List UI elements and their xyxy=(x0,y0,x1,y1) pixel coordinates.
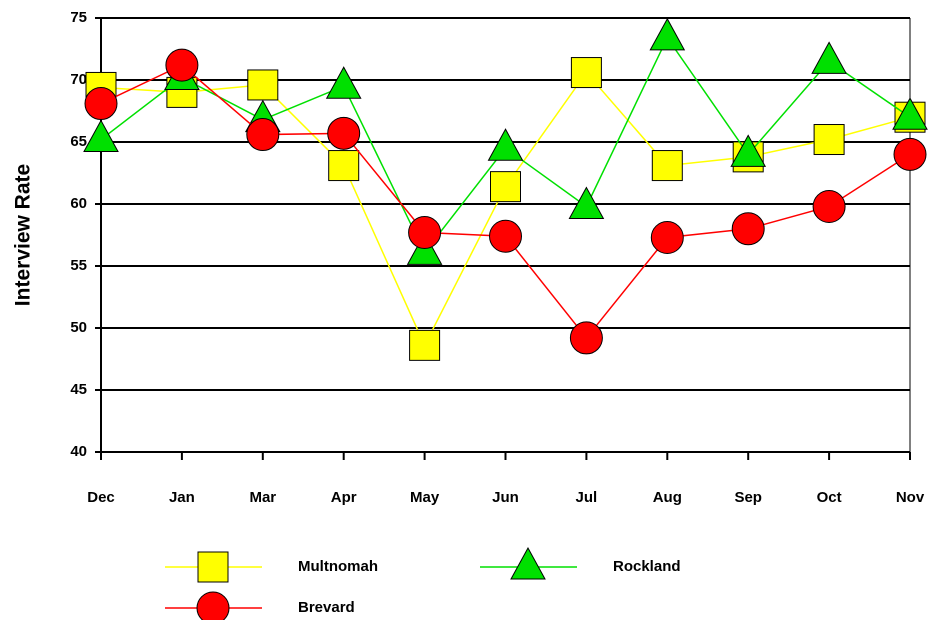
x-tick-label: Jan xyxy=(169,489,195,506)
y-tick-label: 70 xyxy=(70,71,87,88)
x-tick-label: Jul xyxy=(576,489,598,506)
legend-marker xyxy=(196,591,230,620)
x-tick-label: Sep xyxy=(734,489,762,506)
data-point xyxy=(650,220,684,254)
legend-marker xyxy=(197,551,229,583)
data-point xyxy=(813,124,845,156)
y-tick-label: 65 xyxy=(70,133,87,150)
data-point xyxy=(892,97,928,130)
data-point xyxy=(568,186,605,219)
data-point xyxy=(569,321,603,355)
x-tick-label: Oct xyxy=(817,489,842,506)
data-point xyxy=(730,134,767,167)
data-point xyxy=(165,48,199,82)
y-tick-label: 60 xyxy=(70,195,87,212)
x-tick-label: Jun xyxy=(492,489,519,506)
data-point xyxy=(570,57,602,89)
data-point xyxy=(409,329,441,361)
x-tick-label: Dec xyxy=(87,489,115,506)
x-tick-label: Nov xyxy=(896,489,925,506)
data-point xyxy=(408,216,442,250)
data-point xyxy=(325,66,362,99)
y-tick-label: 55 xyxy=(70,257,87,274)
series-line xyxy=(100,71,911,348)
data-point xyxy=(83,119,119,153)
data-point xyxy=(327,116,361,150)
y-tick-label: 40 xyxy=(70,443,87,460)
y-tick-label: 75 xyxy=(70,9,87,26)
legend-label: Multnomah xyxy=(298,558,378,575)
data-point xyxy=(490,171,521,203)
x-tick-label: Aug xyxy=(653,489,682,506)
x-tick-label: Apr xyxy=(331,489,357,506)
y-tick-label: 50 xyxy=(70,319,87,336)
x-tick-label: Mar xyxy=(249,489,276,506)
y-axis-label: Interview Rate xyxy=(12,164,35,306)
data-point xyxy=(812,189,846,223)
y-tick-label: 45 xyxy=(70,381,87,398)
data-point xyxy=(811,41,847,74)
data-point xyxy=(246,118,280,152)
data-point xyxy=(247,69,279,101)
legend-label: Brevard xyxy=(298,599,355,616)
data-point xyxy=(731,212,765,246)
legend-label: Rockland xyxy=(613,558,681,575)
data-point xyxy=(328,150,360,182)
legend-marker xyxy=(510,546,546,580)
x-tick-label: May xyxy=(410,489,440,506)
data-point xyxy=(893,137,927,171)
data-point xyxy=(651,150,683,182)
data-point xyxy=(487,128,524,161)
data-point xyxy=(649,17,686,51)
data-point xyxy=(84,87,118,121)
data-point xyxy=(489,219,522,253)
